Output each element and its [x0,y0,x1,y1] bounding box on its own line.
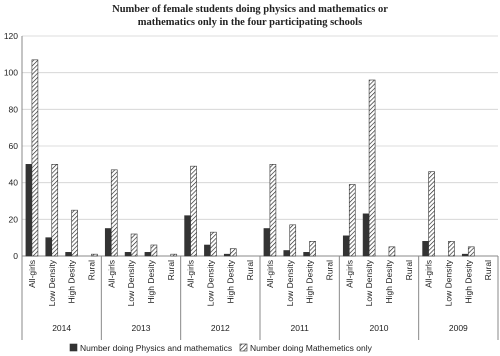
x-tick-label: High Desity [463,259,473,303]
x-tick-label: Low Density [47,259,57,306]
legend-swatch [69,343,78,352]
bar [229,248,237,257]
y-tick-label: 80 [9,104,19,114]
x-tick-label: All-girls [106,260,116,288]
bar [309,241,316,257]
x-tick-label: Rural [86,260,96,280]
bar [71,209,78,257]
bar [388,246,396,257]
x-tick-label: Low Density [443,259,453,306]
group-label: 2011 [291,323,310,333]
y-tick-label: 60 [9,141,19,151]
x-tick-label: Rural [404,260,414,280]
bar [223,253,231,257]
bar [31,59,39,257]
bar [210,231,217,257]
x-tick-label: All-girls [186,260,196,288]
x-tick-label: All-girls [27,260,37,288]
legend-label: Number doing Mathemetics only [250,343,373,353]
bar [461,253,469,257]
bar [190,165,197,257]
x-tick-label: Low Density [126,259,136,306]
bar [144,252,152,257]
x-tick-label: Rural [166,260,176,280]
x-tick-label: All-girls [424,260,434,288]
bar [362,213,370,257]
bar [124,252,132,257]
group-label: 2010 [370,323,389,333]
bar [428,171,435,257]
bar [263,228,271,257]
bar [51,164,59,257]
bar [104,228,112,257]
bar [150,244,158,257]
x-tick-label: High Desity [67,259,77,303]
y-tick-label: 40 [9,178,19,188]
bar [448,241,455,257]
x-tick-label: High Desity [225,259,235,303]
legend-swatch [239,343,248,352]
x-tick-label: Low Density [205,259,215,306]
group-label: 2012 [211,323,230,333]
x-tick-label: Low Density [364,259,374,306]
bar [184,215,191,257]
y-tick-label: 100 [4,68,18,78]
x-tick-label: Low Density [285,259,295,306]
x-tick-label: High Desity [384,259,394,303]
group-label: 2014 [52,323,71,333]
x-tick-label: All-girls [265,260,275,288]
x-tick-label: Rural [324,260,334,280]
bar [45,237,53,257]
group-label: 2009 [449,323,468,333]
bar [467,246,475,257]
bar [204,244,211,257]
bar [303,252,310,257]
bar [170,253,178,257]
bar [269,164,277,257]
x-tick-label: High Desity [305,259,315,303]
bar [65,252,72,257]
bar [368,79,376,257]
x-tick-label: All-girls [344,260,354,288]
bar [289,224,297,257]
bar [110,169,118,257]
bar [342,235,350,257]
bar [283,250,291,257]
bar [348,184,356,257]
bar [130,233,138,257]
x-tick-label: Rural [245,260,255,280]
chart-title: Number of female students doing physics … [112,4,388,28]
group-label: 2013 [132,323,151,333]
bar [422,241,429,257]
y-tick-label: 20 [9,214,19,224]
y-tick-label: 0 [13,251,18,261]
x-tick-label: High Desity [146,259,156,303]
bar [91,253,98,257]
legend-label: Number doing Physics and mathematics [80,343,232,353]
x-tick-label: Rural [483,260,493,280]
bar [25,164,33,257]
y-tick-label: 120 [4,31,18,41]
